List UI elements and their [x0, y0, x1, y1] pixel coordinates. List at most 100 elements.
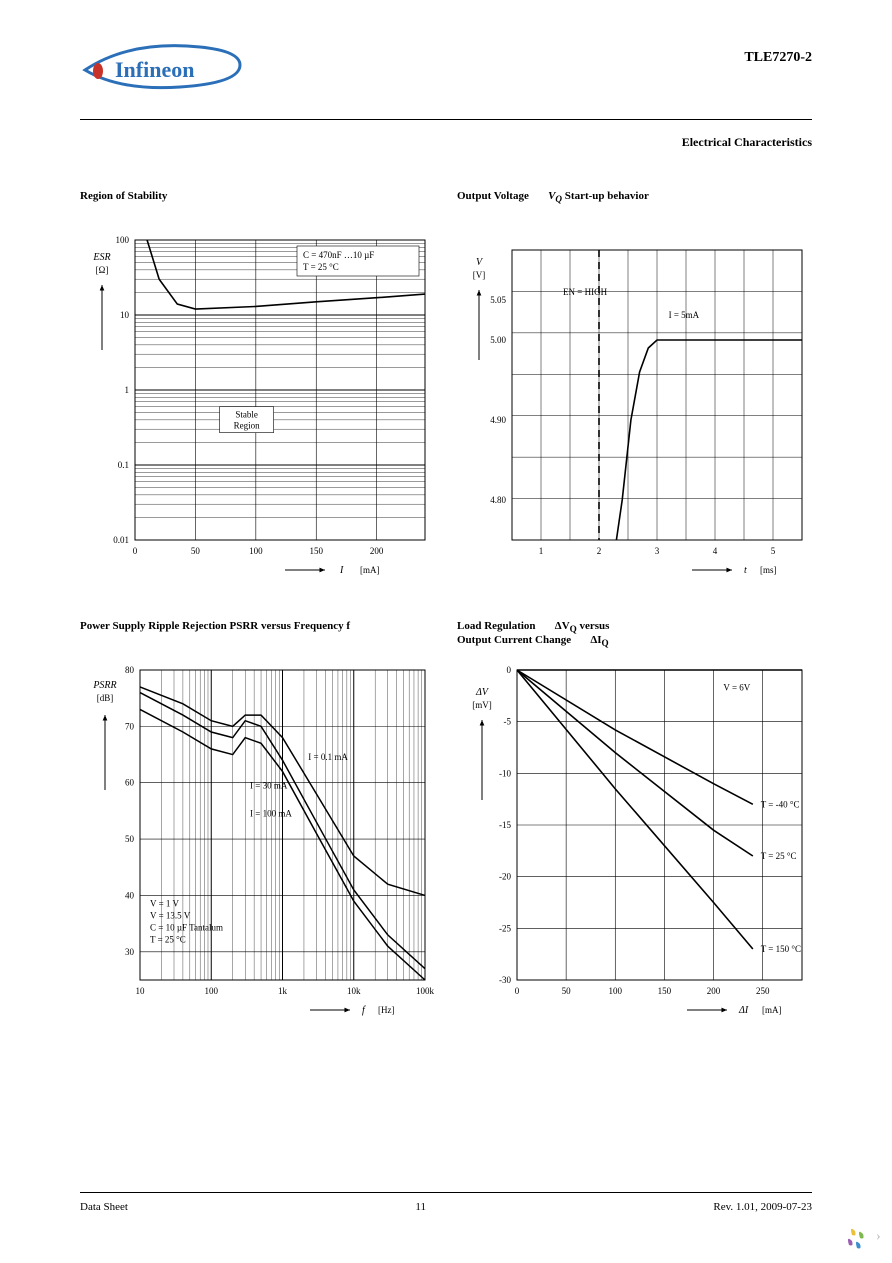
svg-text:0.1: 0.1 [118, 460, 129, 470]
chart-loadreg-title: Load Regulation ΔVQ versus Output Curren… [457, 620, 812, 652]
svg-text:T = 150 °C: T = 150 °C [761, 944, 801, 954]
svg-text:I = 30 mA: I = 30 mA [250, 780, 288, 790]
svg-text:3: 3 [655, 546, 660, 556]
svg-text:4.90: 4.90 [490, 415, 506, 425]
svg-text:1k: 1k [278, 986, 288, 996]
svg-text:50: 50 [562, 986, 572, 996]
svg-text:200: 200 [707, 986, 721, 996]
svg-text:C = 10 µF Tantalum: C = 10 µF Tantalum [150, 923, 223, 933]
chart-startup: Output Voltage VQ Start-up behavior 1 2 3 4… [457, 190, 812, 590]
svg-text:80: 80 [125, 665, 135, 675]
svg-text:ΔV: ΔV [475, 687, 490, 698]
svg-text:70: 70 [125, 721, 135, 731]
svg-text:Stable: Stable [235, 410, 258, 420]
svg-text:100: 100 [609, 986, 623, 996]
svg-text:0: 0 [515, 986, 520, 996]
svg-text:[ms]: [ms] [760, 565, 777, 575]
svg-text:-5: -5 [504, 717, 512, 727]
chart-startup-svg: 1 2 3 4 5 4.80 4.90 5.00 5.05 EN = HIGH I = 5mA V [V… [457, 230, 812, 590]
svg-text:C = 470nF …10 µF: C = 470nF …10 µF [303, 250, 374, 260]
svg-text:ΔI: ΔI [738, 1005, 749, 1016]
svg-text:I = 100 mA: I = 100 mA [250, 809, 292, 819]
svg-text:T = 25 °C: T = 25 °C [150, 935, 186, 945]
chart-startup-title-c: Start-up behavior [565, 190, 649, 202]
svg-text:0: 0 [507, 665, 512, 675]
chart-startup-title-a: Output Voltage [457, 190, 529, 202]
chart-stability: Region of Stability 0.010.11101000501001… [80, 190, 435, 590]
chart-loadreg-svg: 0 50 100 150 200 250 -30 -25 -20 -15 -10 -5 0 T = -40… [457, 660, 812, 1030]
chart-psrr-title: Power Supply Ripple Rejection PSRR versu… [80, 620, 435, 652]
svg-text:PSRR: PSRR [92, 680, 116, 691]
svg-text:10: 10 [120, 310, 130, 320]
svg-text:5.05: 5.05 [490, 295, 506, 305]
page-footer: Data Sheet 11 Rev. 1.01, 2009-07-23 [80, 1192, 812, 1213]
svg-text:[dB]: [dB] [97, 693, 114, 703]
svg-text:0.01: 0.01 [113, 535, 129, 545]
svg-text:200: 200 [370, 546, 384, 556]
chart-stability-svg: 0.010.1110100050100150200ESR[Ω]I[mA]C = … [80, 230, 435, 590]
svg-text:[V]: [V] [473, 270, 486, 280]
svg-text:-25: -25 [499, 923, 511, 933]
svg-text:30: 30 [125, 947, 135, 957]
svg-text:10: 10 [136, 986, 146, 996]
svg-text:5.00: 5.00 [490, 335, 506, 345]
svg-text:V = 6V: V = 6V [723, 683, 750, 693]
svg-text:2: 2 [597, 546, 602, 556]
svg-text:5: 5 [771, 546, 776, 556]
svg-text:-10: -10 [499, 768, 511, 778]
svg-text:1: 1 [539, 546, 544, 556]
svg-text:[Ω]: [Ω] [96, 265, 109, 275]
chart-psrr-svg: 101001k10k100k304050607080I = 0.1 mAI = … [80, 660, 435, 1030]
chart-startup-title-sym: VQ [548, 190, 562, 202]
svg-text:EN = HIGH: EN = HIGH [563, 287, 608, 297]
svg-text:[mV]: [mV] [472, 700, 492, 710]
svg-text:[mA]: [mA] [762, 1005, 782, 1015]
section-heading: Electrical Characteristics [682, 135, 812, 150]
svg-text:I = 0.1 mA: I = 0.1 mA [308, 752, 348, 762]
svg-text:100: 100 [116, 235, 130, 245]
svg-text:[mA]: [mA] [360, 565, 380, 575]
svg-text:-20: -20 [499, 872, 511, 882]
svg-text:I: I [339, 565, 344, 576]
footer-page-number: 11 [415, 1201, 426, 1213]
chart-row-2: Power Supply Ripple Rejection PSRR versu… [80, 620, 812, 1030]
svg-text:100: 100 [205, 986, 219, 996]
svg-text:1: 1 [125, 385, 130, 395]
svg-text:60: 60 [125, 778, 135, 788]
watermark-icon: › [834, 1215, 884, 1255]
svg-text:150: 150 [310, 546, 324, 556]
svg-text:-15: -15 [499, 820, 511, 830]
svg-text:T = 25 °C: T = 25 °C [761, 851, 797, 861]
svg-text:150: 150 [658, 986, 672, 996]
svg-text:V = 1 V: V = 1 V [150, 899, 180, 909]
svg-text:V: V [476, 257, 484, 268]
chart-loadreg: Load Regulation ΔVQ versus Output Curren… [457, 620, 812, 1030]
svg-text:4: 4 [713, 546, 718, 556]
page-header: Infineon TLE7270-2 [80, 0, 812, 120]
svg-text:100: 100 [249, 546, 263, 556]
svg-text:[Hz]: [Hz] [378, 1005, 395, 1015]
svg-text:T = 25 °C: T = 25 °C [303, 262, 339, 272]
svg-text:Infineon: Infineon [115, 57, 194, 82]
charts-grid: Region of Stability 0.010.11101000501001… [80, 190, 812, 1060]
svg-text:40: 40 [125, 890, 135, 900]
chart-stability-title: Region of Stability [80, 190, 435, 222]
svg-text:›: › [876, 1229, 881, 1244]
footer-left: Data Sheet [80, 1201, 128, 1213]
document-part-number: TLE7270-2 [744, 50, 812, 66]
svg-text:f: f [362, 1005, 366, 1016]
svg-text:I = 5mA: I = 5mA [669, 310, 700, 320]
svg-text:250: 250 [756, 986, 770, 996]
svg-text:t: t [744, 565, 747, 576]
footer-revision: Rev. 1.01, 2009-07-23 [713, 1201, 812, 1213]
svg-text:10k: 10k [347, 986, 361, 996]
svg-text:0: 0 [133, 546, 138, 556]
svg-text:4.80: 4.80 [490, 495, 506, 505]
chart-psrr: Power Supply Ripple Rejection PSRR versu… [80, 620, 435, 1030]
chart-row-1: Region of Stability 0.010.11101000501001… [80, 190, 812, 590]
svg-text:100k: 100k [416, 986, 435, 996]
svg-text:V = 13.5 V: V = 13.5 V [150, 911, 191, 921]
svg-text:-30: -30 [499, 975, 511, 985]
svg-text:ESR: ESR [92, 252, 110, 263]
svg-text:T = -40 °C: T = -40 °C [761, 799, 800, 809]
